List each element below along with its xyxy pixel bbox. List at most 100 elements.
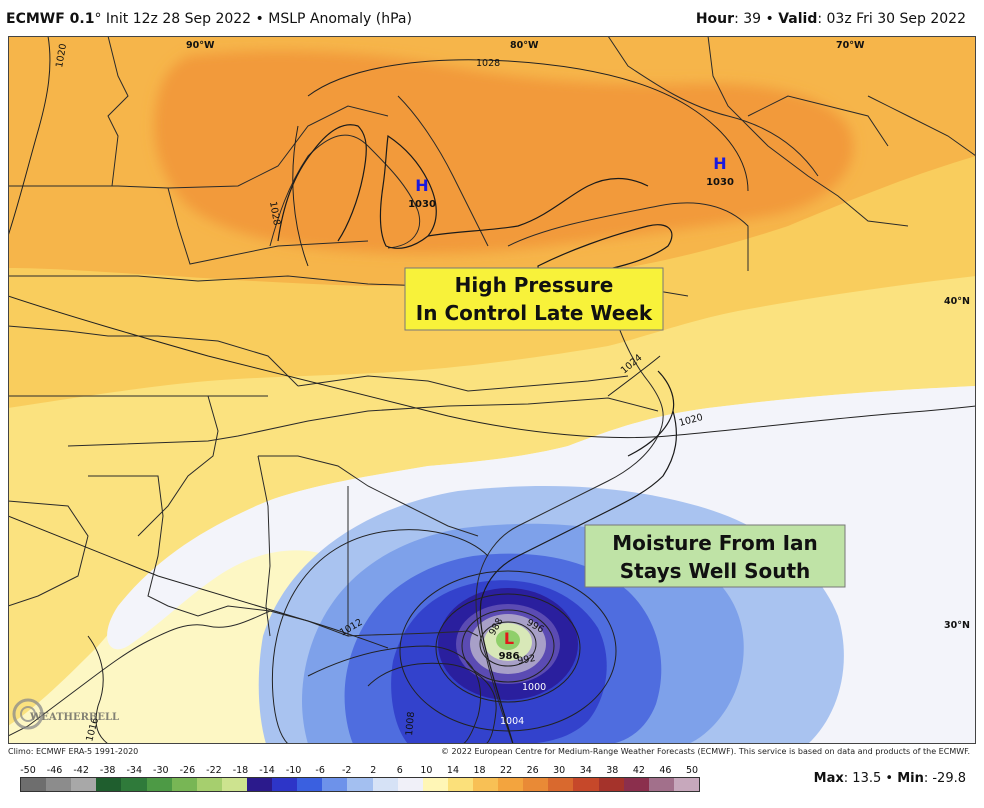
colorbar-swatch — [397, 778, 423, 791]
isobars — [8, 36, 976, 744]
isobar-label: 1008 — [404, 711, 417, 736]
colorbar-swatch — [71, 778, 97, 791]
colorbar-tick-label: -50 — [20, 765, 36, 776]
isobar-label: 1028 — [476, 58, 500, 69]
high-pressure-symbol: H — [415, 176, 428, 195]
colorbar-tick-label: 34 — [579, 765, 592, 776]
graticule-labels: 90°W 80°W 70°W 40°N 30°N — [186, 40, 970, 631]
colorbar-tick-label: 6 — [396, 765, 403, 776]
colorbar-swatch — [472, 778, 499, 791]
climo-note: Climo: ECMWF ERA-5 1991-2020 — [8, 747, 139, 756]
lon-label-90w: 90°W — [186, 40, 215, 51]
colorbar-swatch — [322, 778, 348, 791]
colorbar-tick-label: 2 — [370, 765, 377, 776]
political-borders — [8, 36, 976, 744]
annotation-line1: High Pressure — [455, 273, 614, 297]
colorbar-tick-label: -30 — [153, 765, 169, 776]
min-value: : -29.8 — [923, 771, 966, 786]
colorbar-swatch — [673, 778, 699, 791]
annotation-line2: In Control Late Week — [416, 301, 653, 325]
anomaly-fill-core — [496, 630, 520, 650]
annotation-high-pressure: High Pressure In Control Late Week — [404, 267, 664, 331]
valid-value: : 03z Fri 30 Sep 2022 — [817, 11, 966, 27]
weatherbell-logo: WEATHERBELL — [12, 698, 119, 730]
colorbar-tick-label: 46 — [659, 765, 672, 776]
low-pressure-value: 986 — [499, 651, 520, 662]
hour-value: : 39 — [734, 11, 762, 27]
colorbar-swatch — [21, 778, 47, 791]
colorbar-swatch — [221, 778, 247, 791]
colorbar-swatch — [648, 778, 674, 791]
colorbar-swatch — [272, 778, 298, 791]
model-name: ECMWF 0.1 — [6, 11, 95, 27]
isobar-label: 1020 — [54, 43, 69, 69]
annotation-line1: Moisture From Ian — [612, 531, 818, 555]
header-right: Hour: 39 • Valid: 03z Fri 30 Sep 2022 — [695, 11, 966, 27]
colorbar-swatch — [623, 778, 649, 791]
header-bar: ECMWF 0.1° Init 12z 28 Sep 2022 • MSLP A… — [0, 0, 984, 36]
colorbar-tick-label: 30 — [553, 765, 566, 776]
colorbar: -50 -46 -42 -38 -34 -30 -26 -22 -18 -14 -10 -6 -2 2 6 1… — [20, 765, 700, 792]
init-time: Init 12z 28 Sep 2022 — [101, 11, 252, 27]
valid-label: Valid — [778, 11, 818, 27]
colorbar-tick-label: 18 — [473, 765, 486, 776]
high-pressure-value: 1030 — [706, 177, 734, 188]
low-pressure-symbol: L — [504, 629, 514, 648]
coastline — [277, 124, 678, 744]
map-panel: 90°W 80°W 70°W 40°N 30°N 1020 1028 1028 … — [8, 36, 976, 744]
colorbar-tick-label: 22 — [500, 765, 513, 776]
degree-mark: ° — [94, 11, 102, 27]
colorbar-strip — [20, 777, 700, 792]
colorbar-tick-label: -38 — [99, 765, 116, 776]
colorbar-tick-label: -46 — [46, 765, 63, 776]
annotation-box — [404, 267, 664, 331]
colorbar-swatch — [447, 778, 473, 791]
min-label: Min — [897, 771, 924, 786]
logo-text: WEATHERBELL — [29, 712, 119, 723]
colorbar-swatch — [246, 778, 273, 791]
colorbar-swatch — [96, 778, 122, 791]
colorbar-swatch — [121, 778, 147, 791]
annotation-ian-moisture: Moisture From Ian Stays Well South — [584, 524, 846, 588]
colorbar-swatch — [573, 778, 599, 791]
colorbar-swatch — [372, 778, 398, 791]
colorbar-swatch — [171, 778, 197, 791]
colorbar-tick-label: -22 — [206, 765, 222, 776]
map-canvas: 90°W 80°W 70°W 40°N 30°N 1020 1028 1028 … — [8, 36, 976, 744]
colorbar-tick-label: -14 — [259, 765, 275, 776]
isobar-label: 992 — [517, 653, 537, 667]
hour-label: Hour — [695, 11, 735, 27]
colorbar-tick-label: 50 — [685, 765, 699, 776]
colorbar-tick-label: -2 — [341, 765, 352, 776]
lon-label-80w: 80°W — [510, 40, 539, 51]
colorbar-swatch — [196, 778, 222, 791]
colorbar-tick-label: -26 — [179, 765, 196, 776]
annotation-box — [584, 524, 846, 588]
colorbar-tick-label: -6 — [315, 765, 325, 776]
pressure-centers: H 1030 H 1030 L 986 — [408, 154, 734, 662]
colorbar-swatch — [146, 778, 172, 791]
colorbar-swatch — [46, 778, 72, 791]
field-name: MSLP Anomaly (hPa) — [268, 11, 412, 27]
colorbar-tick-label: 38 — [606, 765, 619, 776]
high-pressure-value: 1030 — [408, 199, 436, 210]
lat-label-40n: 40°N — [944, 296, 970, 307]
colorbar-swatch — [297, 778, 323, 791]
annotation-line2: Stays Well South — [620, 559, 811, 583]
map-frame — [8, 36, 976, 744]
colorbar-tick-label: 14 — [446, 765, 459, 776]
isobar-label: 1000 — [522, 682, 546, 693]
colorbar-swatch — [498, 778, 524, 791]
colorbar-swatch — [347, 778, 373, 791]
colorbar-tick-label: -10 — [285, 765, 302, 776]
lon-label-70w: 70°W — [836, 40, 865, 51]
colorbar-tick-label: -42 — [73, 765, 89, 776]
copyright-note: © 2022 European Centre for Medium-Range … — [441, 747, 970, 756]
colorbar-labels: -50 -46 -42 -38 -34 -30 -26 -22 -18 -14 -10 -6 -2 2 6 1… — [20, 765, 700, 777]
colorbar-tick-label: 26 — [526, 765, 539, 776]
max-min-readout: Max: 13.5 • Min: -29.8 — [813, 771, 966, 786]
lat-label-30n: 30°N — [944, 620, 970, 631]
header-left: ECMWF 0.1° Init 12z 28 Sep 2022 • MSLP A… — [6, 11, 412, 27]
isobar-label: 1028 — [267, 201, 282, 227]
colorbar-tick-label: -18 — [232, 765, 249, 776]
